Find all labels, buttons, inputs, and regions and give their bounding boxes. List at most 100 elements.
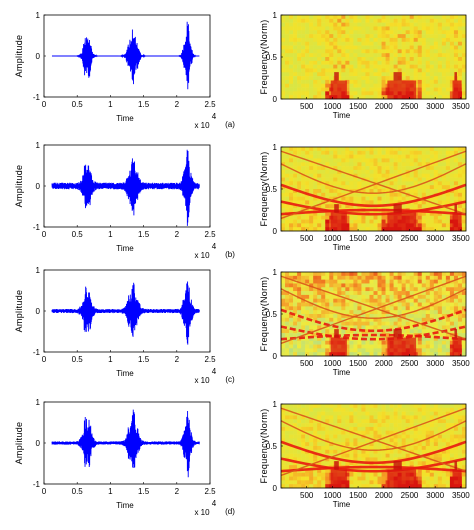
spectrogram-cell <box>437 438 443 443</box>
spectrogram-cell <box>317 150 322 155</box>
spectrogram-cell <box>449 196 455 201</box>
spectrogram-cell <box>289 306 294 311</box>
spectrogram-cell <box>301 18 306 23</box>
spectrogram-cell <box>397 45 402 50</box>
spectrogram-cell <box>361 453 366 458</box>
spectrogram-cell <box>377 442 382 447</box>
spectrogram-cell <box>381 472 386 477</box>
spectrogram-cell <box>317 60 322 65</box>
spectrogram-cell <box>397 321 402 326</box>
spectrogram-cell <box>429 169 435 175</box>
spectrogram-cell <box>365 329 370 334</box>
spectrogram-cell <box>377 348 382 353</box>
spectrogram-cell <box>289 340 294 345</box>
spectrogram-cell <box>313 442 318 447</box>
spectrogram-cell <box>457 314 463 319</box>
spectrogram-cell <box>365 53 370 58</box>
spectrogram-cell <box>353 321 358 326</box>
spectrogram-cell <box>313 208 318 213</box>
spectrogram-cell <box>377 446 382 451</box>
spectrogram-cell <box>305 83 310 88</box>
spectrogram-cell <box>281 344 286 349</box>
spectrogram-cell <box>329 18 334 23</box>
spectrogram-cell <box>421 336 427 342</box>
spectrogram-cell <box>321 446 326 451</box>
spectrogram-cell <box>309 314 314 319</box>
spectrogram-cell <box>333 45 338 50</box>
spectrogram-cell <box>417 449 423 454</box>
spectrogram-cell <box>309 287 314 292</box>
spectrogram-cell <box>429 476 435 481</box>
spectrogram-cell <box>329 30 334 35</box>
spectrogram-cell <box>453 449 459 454</box>
spectrogram-cell <box>289 321 294 326</box>
spectrogram-cell <box>313 453 318 458</box>
x-tick-label: 1500 <box>349 102 367 111</box>
spectrogram-cell <box>453 64 459 69</box>
spectrogram-cell <box>293 275 298 280</box>
spectrogram-cell <box>357 83 362 88</box>
spectrogram-cell <box>357 76 362 81</box>
spectrogram-cell <box>421 298 427 303</box>
spectrogram-cell <box>309 336 314 342</box>
spectrogram-cell <box>301 185 306 190</box>
spectrogram-cell <box>409 15 415 20</box>
x-tick-label: 500 <box>300 234 314 243</box>
spectrogram-cell <box>429 306 435 311</box>
spectrogram-cell <box>405 298 410 303</box>
spectrogram-cell <box>313 333 318 338</box>
y-tick-label: 0 <box>273 352 278 361</box>
spectrogram-cell <box>461 169 467 175</box>
spectrogram-cell <box>409 272 415 277</box>
spectrogram-cell <box>345 162 350 167</box>
spectrogram-cell <box>353 310 358 315</box>
spectrogram-cell <box>357 95 362 100</box>
spectrogram-cell <box>357 279 362 284</box>
spectrogram-cell <box>293 287 298 292</box>
spectrogram-cell <box>325 211 330 217</box>
spectrogram-cell <box>329 22 334 27</box>
spectrogram-cell <box>417 154 423 159</box>
spectrogram-cell <box>349 321 354 326</box>
spectrogram-cell <box>385 321 390 326</box>
spectrogram-cell <box>377 407 382 412</box>
spectrogram-cell <box>285 204 290 209</box>
spectrogram-cell <box>293 317 298 322</box>
spectrogram-cell <box>361 298 366 303</box>
x-axis-label: Time <box>333 111 351 120</box>
spectrogram-cell <box>445 79 451 85</box>
spectrogram-cell <box>305 196 310 201</box>
spectrogram-cell <box>361 310 366 315</box>
spectrogram-cell <box>309 177 314 182</box>
spectrogram-cell <box>369 169 374 175</box>
spectrogram-cell <box>357 72 362 77</box>
spectrogram-cell <box>413 60 419 65</box>
spectrogram-cell <box>453 158 459 163</box>
spectrogram-cell <box>437 468 443 474</box>
spectrogram-cell <box>365 192 370 197</box>
spectrogram-cell <box>305 49 310 54</box>
spectrogram-cell <box>285 22 290 27</box>
spectrogram-cell <box>357 438 362 443</box>
spectrogram-cell <box>345 87 350 92</box>
spectrogram-cell <box>357 150 362 155</box>
spectrogram-cell <box>445 68 451 73</box>
spectrogram-cell <box>457 18 463 23</box>
spectrogram-cell <box>293 419 298 424</box>
spectrogram-cell <box>353 423 358 428</box>
spectrogram-cell <box>389 306 394 311</box>
spectrogram-cell <box>433 219 439 224</box>
spectrogram-cell <box>437 453 443 458</box>
spectrogram-cell <box>353 215 358 220</box>
spectrogram-cell <box>405 26 410 31</box>
spectrogram-cell <box>293 426 298 432</box>
spectrogram-cell <box>353 147 358 152</box>
spectrogram-cell <box>453 453 459 458</box>
spectrogram-cell <box>385 173 390 178</box>
spectrogram-cell <box>449 340 455 345</box>
spectrogram-cell <box>313 275 318 280</box>
spectrogram-cell <box>321 95 326 100</box>
spectrogram-cell <box>429 162 435 167</box>
spectrogram-cell <box>345 302 350 307</box>
speech-energy-block <box>454 204 458 213</box>
